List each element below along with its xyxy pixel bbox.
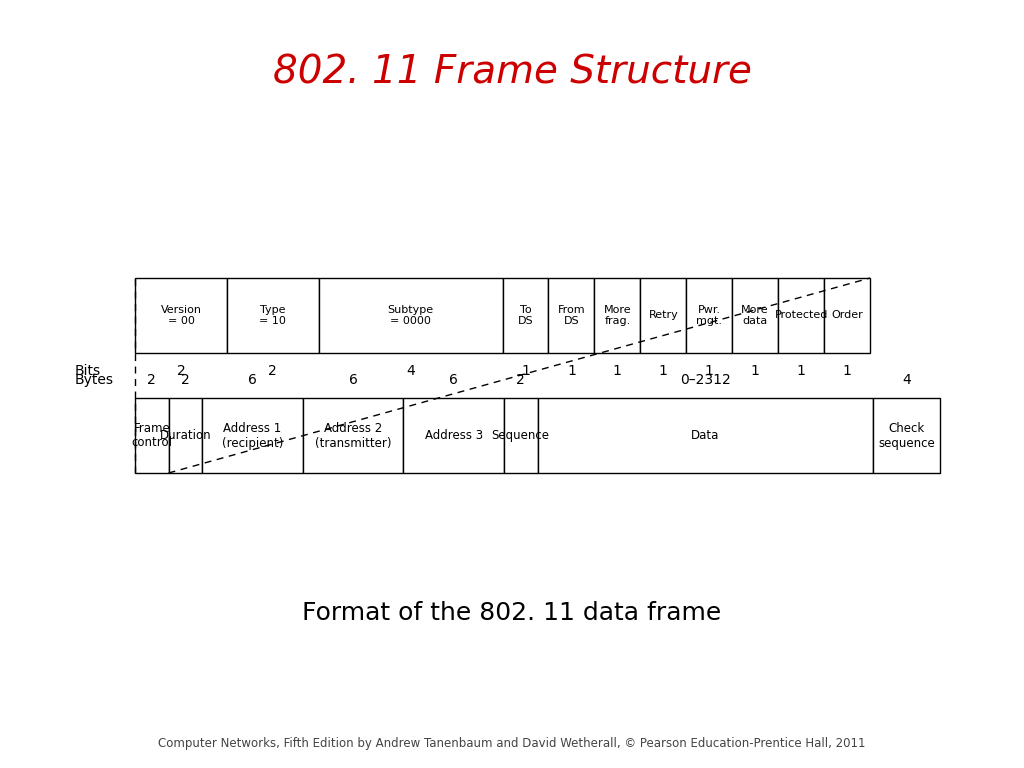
Text: 1: 1 (843, 364, 852, 378)
Bar (169, 398, 202, 473)
Bar (403, 398, 504, 473)
Text: 0–2312: 0–2312 (680, 373, 730, 387)
Text: Data: Data (691, 429, 720, 442)
Text: Order: Order (831, 310, 863, 320)
Text: Bits: Bits (75, 364, 101, 378)
Bar (686, 278, 732, 353)
Bar (135, 278, 227, 353)
Text: Pwr.
mgt.: Pwr. mgt. (696, 305, 722, 326)
Text: Sequence: Sequence (492, 429, 550, 442)
Text: 1: 1 (567, 364, 575, 378)
Bar (318, 278, 503, 353)
Text: 802. 11 Frame Structure: 802. 11 Frame Structure (272, 54, 752, 92)
Bar (824, 278, 870, 353)
Text: Frame
control: Frame control (131, 422, 172, 449)
Text: 2: 2 (181, 373, 189, 387)
Text: 1: 1 (521, 364, 529, 378)
Bar (503, 278, 549, 353)
Text: Retry: Retry (648, 310, 678, 320)
Text: 2: 2 (147, 373, 156, 387)
Bar (732, 278, 778, 353)
Text: Bytes: Bytes (75, 373, 114, 387)
Text: 4: 4 (407, 364, 415, 378)
Text: 1: 1 (613, 364, 622, 378)
Text: Address 3: Address 3 (425, 429, 482, 442)
Text: 6: 6 (450, 373, 458, 387)
Bar (594, 278, 640, 353)
Bar (202, 398, 303, 473)
Bar (504, 398, 538, 473)
Text: Computer Networks, Fifth Edition by Andrew Tanenbaum and David Wetherall, © Pear: Computer Networks, Fifth Edition by Andr… (159, 737, 865, 750)
Bar (778, 278, 824, 353)
Text: From
DS: From DS (558, 305, 586, 326)
Text: More
data: More data (741, 305, 769, 326)
Text: 2: 2 (176, 364, 185, 378)
Bar (549, 278, 594, 353)
Text: To
DS: To DS (518, 305, 534, 326)
Text: Subtype
= 0000: Subtype = 0000 (387, 305, 434, 326)
Text: More
frag.: More frag. (603, 305, 631, 326)
Text: 1: 1 (751, 364, 760, 378)
Bar (640, 278, 686, 353)
Text: Format of the 802. 11 data frame: Format of the 802. 11 data frame (302, 601, 722, 625)
Text: 1: 1 (658, 364, 668, 378)
Text: 2: 2 (516, 373, 525, 387)
Bar (227, 278, 318, 353)
Text: 6: 6 (248, 373, 257, 387)
Text: Protected: Protected (774, 310, 827, 320)
Text: 6: 6 (348, 373, 357, 387)
Text: 1: 1 (705, 364, 714, 378)
Text: Version
= 00: Version = 00 (161, 305, 202, 326)
Text: Check
sequence: Check sequence (879, 422, 935, 449)
Text: Address 1
(recipient): Address 1 (recipient) (222, 422, 283, 449)
Bar (303, 398, 403, 473)
Bar (872, 398, 940, 473)
Text: 4: 4 (902, 373, 910, 387)
Text: Address 2
(transmitter): Address 2 (transmitter) (314, 422, 391, 449)
Text: Type
= 10: Type = 10 (259, 305, 287, 326)
Bar (538, 398, 872, 473)
Text: Duration: Duration (160, 429, 211, 442)
Bar (135, 398, 169, 473)
Text: 2: 2 (268, 364, 278, 378)
Text: 1: 1 (797, 364, 806, 378)
